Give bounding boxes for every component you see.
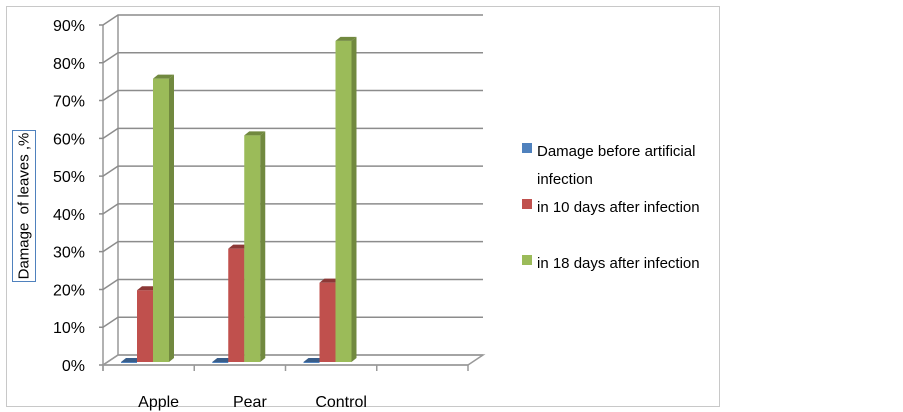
legend-label-cont: infection [537,171,593,188]
y-tick-label: 40% [53,207,85,224]
legend-marker-red [522,199,532,209]
bar-apple-1 [121,362,137,363]
bar-top [212,358,234,362]
y-tick-label: 20% [53,282,85,299]
y-tick-label: 50% [53,169,85,186]
y-tick-label: 90% [53,18,85,35]
bar-top [319,278,341,283]
bar-side [351,36,357,363]
bar-control-3 [335,40,352,363]
x-tick-label: Control [315,394,367,411]
bar-top [335,36,357,41]
bar-apple-3 [153,78,169,363]
bar-control-2 [319,282,336,362]
y-tick-label: 60% [53,131,85,148]
bar-top [153,74,174,79]
gridline [99,316,483,328]
y-tick-label: 10% [53,320,85,337]
bar-pear-3 [244,135,261,362]
y-tick-label: 80% [53,56,85,73]
bar-pear-2 [228,248,245,362]
gridline [99,89,483,102]
legend-marker-green [522,255,532,265]
legend-item-10-days: in 10 days after infection [522,194,700,222]
legend-label: in 10 days after infection [537,199,700,216]
x-tick-label: Pear [233,394,267,411]
y-tick-label: 30% [53,245,85,262]
bar-side [260,131,266,362]
gridline [99,278,483,291]
bar-control-1 [303,362,320,363]
bar-top [244,131,266,136]
bar-top [303,358,325,362]
legend-item-18-days: in 18 days after infection [522,250,700,278]
x-tick-label: Apple [138,394,179,411]
legend-item-before: Damage before artificial infection [522,138,700,194]
bar-top [228,244,250,249]
y-axis-title: Damage of leaves ,% [15,132,33,280]
bar-side [169,74,174,363]
gridline [99,165,483,177]
y-tick-label: 70% [53,94,85,111]
y-tick-label: 0% [62,358,85,375]
bar-pear-1 [212,362,229,363]
gridline [99,52,483,64]
gridline [99,14,483,26]
legend-marker-blue [522,143,532,153]
legend-label: Damage before artificial [537,143,696,160]
bar-apple-2 [137,290,153,362]
gridline [99,127,483,140]
chart-frame [6,6,720,407]
y-axis-title-box [12,130,36,282]
gridline [99,203,483,215]
bar-top [121,358,142,362]
legend-label: in 18 days after infection [537,255,700,272]
gridline [99,240,483,253]
bar-top [137,286,158,291]
legend: Damage before artificial infection in 10… [522,138,700,278]
